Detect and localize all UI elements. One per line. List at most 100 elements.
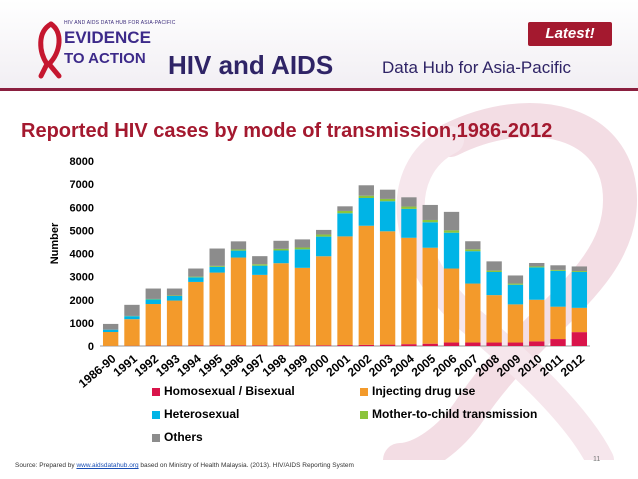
legend-label: Others xyxy=(164,430,203,444)
bar-segment xyxy=(358,195,374,198)
bar-segment xyxy=(294,267,311,346)
bar-segment xyxy=(316,234,332,237)
y-tick-label: 8000 xyxy=(70,156,94,168)
legend-label: Heterosexual xyxy=(164,407,240,421)
bar-segment xyxy=(273,240,289,249)
bar-segment xyxy=(443,230,460,233)
y-tick-label: 5000 xyxy=(70,225,94,237)
legend-label: Injecting drug use xyxy=(372,384,476,398)
bar-segment xyxy=(209,272,225,346)
bar-segment xyxy=(316,236,332,257)
bar-segment xyxy=(379,189,396,199)
y-axis-label: Number xyxy=(49,222,61,264)
bar-segment xyxy=(465,283,481,343)
bar-segment xyxy=(337,236,353,346)
bar-segment xyxy=(230,345,247,346)
bar-segment xyxy=(401,344,417,346)
legend-swatch xyxy=(360,387,368,396)
y-tick-label: 7000 xyxy=(70,179,94,191)
bar-segment xyxy=(145,304,161,346)
bar-segment xyxy=(486,295,502,343)
bar-segment xyxy=(273,345,289,346)
bar-segment xyxy=(294,247,311,250)
bar-segment xyxy=(337,213,353,237)
bar-segment xyxy=(550,270,566,307)
bar-segment xyxy=(507,284,524,305)
hub-title: HIV and AIDS xyxy=(168,50,334,80)
bar-segment xyxy=(230,241,247,250)
bar-segment xyxy=(401,206,417,209)
bar-segment xyxy=(102,323,119,330)
bar-segment xyxy=(230,249,247,251)
bar-segment xyxy=(465,241,481,250)
logo-tagline: HIV AND AIDS DATA HUB FOR ASIA-PACIFIC xyxy=(64,20,176,26)
legend-item: Mother-to-child transmission xyxy=(360,407,537,421)
bar-segment xyxy=(166,295,183,301)
bar-segment xyxy=(337,206,353,211)
bar-segment xyxy=(401,208,417,238)
bar-segment xyxy=(422,204,438,220)
bar-segment xyxy=(102,332,119,346)
bar-segment xyxy=(401,237,417,345)
bar-segment xyxy=(550,339,566,346)
bar-segment xyxy=(379,198,396,202)
bar-segment xyxy=(294,345,311,346)
bar-segment xyxy=(337,210,353,214)
page-number: 11 xyxy=(593,456,601,463)
bar-segment xyxy=(252,264,268,266)
bar-segment xyxy=(529,267,545,300)
bar-segment xyxy=(486,272,502,296)
y-tick-label: 6000 xyxy=(70,202,94,214)
bar-segment xyxy=(230,257,247,346)
bar-segment xyxy=(294,249,311,268)
y-tick-label: 1000 xyxy=(70,318,94,330)
source-link[interactable]: www.aidsdatahub.org xyxy=(76,462,139,469)
y-tick-label: 2000 xyxy=(70,295,94,307)
bar-segment xyxy=(529,341,545,346)
bar-segment xyxy=(188,281,204,346)
legend-swatch xyxy=(360,410,368,419)
bar-segment xyxy=(571,332,588,346)
logo-to-action: TO ACTION xyxy=(64,50,146,67)
latest-badge[interactable]: Latest! xyxy=(528,22,612,46)
bar-segment xyxy=(379,344,396,346)
bar-segment xyxy=(188,276,204,278)
bar-segment xyxy=(571,266,588,272)
bar-segment xyxy=(252,274,268,346)
bar-segment xyxy=(337,345,353,346)
bar-segment xyxy=(465,342,481,346)
stacked-bar-chart: Number0100020003000400050006000700080001… xyxy=(49,156,590,391)
bar-segment xyxy=(188,277,204,282)
bar-segment xyxy=(145,299,161,305)
bar-segment xyxy=(124,316,140,320)
bar-segment xyxy=(102,329,119,333)
bar-segment xyxy=(252,265,268,275)
bar-segment xyxy=(209,265,225,267)
bar-segment xyxy=(252,345,268,346)
header-divider xyxy=(0,88,638,91)
bar-segment xyxy=(507,342,524,346)
bar-segment xyxy=(422,247,438,344)
bar-segment xyxy=(209,266,225,273)
x-tick-label: 2012 xyxy=(558,351,588,379)
bar-segment xyxy=(124,319,140,346)
legend-item: Heterosexual xyxy=(152,407,239,421)
bar-segment xyxy=(486,261,502,271)
bar-segment xyxy=(465,249,481,252)
bar-segment xyxy=(422,222,438,248)
bar-segment xyxy=(358,344,374,346)
bar-segment xyxy=(422,219,438,223)
legend-swatch xyxy=(152,410,160,419)
bar-segment xyxy=(507,304,524,343)
source-suffix: based on Ministry of Health Malaysia. (2… xyxy=(138,462,354,469)
bar-segment xyxy=(550,265,566,270)
bar-segment xyxy=(358,185,374,196)
bar-segment xyxy=(316,256,332,346)
bar-segment xyxy=(486,342,502,346)
bar-segment xyxy=(507,275,524,284)
bar-segment xyxy=(316,229,332,235)
bar-segment xyxy=(443,211,460,231)
bar-segment xyxy=(379,231,396,345)
bar-segment xyxy=(571,272,588,308)
bar-segment xyxy=(443,268,460,343)
